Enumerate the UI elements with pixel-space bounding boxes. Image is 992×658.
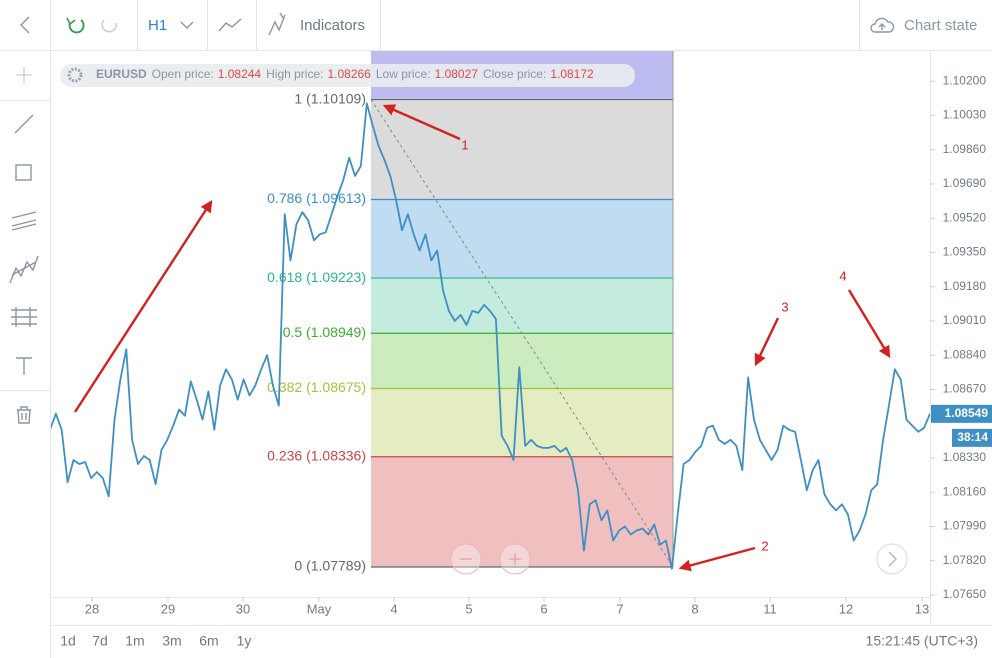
fib-trendline bbox=[370, 99, 674, 568]
timeframe-dropdown[interactable] bbox=[180, 21, 194, 29]
fib-label: 0.786 (1.09613) bbox=[267, 190, 366, 206]
chart-state-button[interactable]: Chart state bbox=[904, 17, 977, 34]
range-button[interactable]: 1y bbox=[237, 633, 252, 649]
x-tick-label: 7 bbox=[616, 601, 623, 616]
y-tick-label: 1.09350 bbox=[943, 245, 987, 259]
info-bar bbox=[60, 64, 635, 87]
field-value: 1.08027 bbox=[435, 67, 479, 81]
y-tick-label: 1.10200 bbox=[943, 73, 987, 87]
x-tick-label: 4 bbox=[390, 601, 397, 616]
crosshair-tool[interactable] bbox=[16, 67, 32, 83]
x-tick-label: 30 bbox=[236, 601, 250, 616]
annotation-arrow bbox=[847, 289, 891, 359]
y-tick-label: 1.07820 bbox=[943, 553, 987, 567]
field-value: 1.08266 bbox=[327, 67, 371, 81]
field-label: Low price: bbox=[376, 67, 431, 81]
text-tool[interactable] bbox=[16, 357, 32, 375]
x-tick-label: 8 bbox=[691, 601, 698, 616]
x-tick-label: 5 bbox=[465, 601, 472, 616]
x-tick-label: May bbox=[307, 601, 332, 616]
symbol: EURUSD bbox=[96, 67, 147, 81]
range-button[interactable]: 1d bbox=[60, 633, 76, 649]
indicators-icon bbox=[268, 12, 286, 36]
x-tick-label: 13 bbox=[915, 601, 929, 616]
fib-label: 1 (1.10109) bbox=[294, 90, 366, 106]
field-label: High price: bbox=[266, 67, 323, 81]
fib-label: 0.5 (1.08949) bbox=[283, 324, 366, 340]
timer-badge bbox=[952, 428, 992, 447]
y-tick-label: 1.07990 bbox=[943, 519, 987, 533]
left-toolbar bbox=[0, 51, 50, 658]
y-tick-label: 1.08330 bbox=[943, 450, 987, 464]
timeframe[interactable]: H1 bbox=[148, 17, 167, 34]
x-tick-label: 29 bbox=[161, 601, 175, 616]
scroll-right-button[interactable] bbox=[876, 543, 908, 575]
last-price-badge bbox=[931, 404, 992, 423]
fib-band bbox=[371, 278, 673, 334]
y-tick-label: 1.09180 bbox=[943, 279, 987, 293]
range-button[interactable]: 1m bbox=[125, 633, 144, 649]
x-tick-label: 12 bbox=[839, 601, 853, 616]
y-tick-label: 1.10030 bbox=[943, 108, 987, 122]
fibonacci-tool[interactable] bbox=[11, 307, 37, 327]
fib-band bbox=[371, 99, 673, 200]
y-tick-label: 1.09010 bbox=[943, 313, 987, 327]
annotation-arrow bbox=[678, 546, 756, 572]
fib-band bbox=[371, 199, 673, 279]
scroll-right-icon bbox=[888, 551, 898, 567]
x-tick-label: 28 bbox=[85, 601, 99, 616]
top-toolbar bbox=[0, 0, 992, 50]
price-line bbox=[49, 102, 931, 570]
field-value: 1.08244 bbox=[218, 67, 262, 81]
indicators-button[interactable]: Indicators bbox=[300, 17, 365, 34]
clock: 15:21:45 (UTC+3) bbox=[866, 633, 978, 649]
timer: 38:14 bbox=[957, 430, 988, 444]
annotation-label: 3 bbox=[781, 299, 788, 314]
cloud-icon bbox=[870, 17, 895, 33]
fib-label: 0.236 (1.08336) bbox=[267, 447, 366, 463]
y-tick-label: 1.07650 bbox=[943, 587, 987, 601]
line-tool[interactable] bbox=[14, 114, 34, 134]
fib-band bbox=[371, 333, 673, 389]
annotation-label: 1 bbox=[461, 137, 468, 152]
fib-label: 0 (1.07789) bbox=[294, 558, 366, 574]
fib-band bbox=[371, 456, 673, 567]
pattern-tool[interactable] bbox=[9, 255, 39, 284]
field-label: Close price: bbox=[483, 67, 546, 81]
field-label: Open price: bbox=[152, 67, 214, 81]
channel-tool[interactable] bbox=[11, 211, 37, 231]
y-tick-label: 1.08840 bbox=[943, 347, 987, 361]
range-button[interactable]: 3m bbox=[162, 633, 181, 649]
range-button[interactable]: 6m bbox=[199, 633, 218, 649]
last-price-label: 1.08549 bbox=[945, 406, 989, 420]
y-tick-label: 1.09520 bbox=[943, 210, 987, 224]
x-tick-label: 6 bbox=[540, 601, 547, 616]
annotation-arrow bbox=[73, 199, 213, 413]
fib-label: 0.382 (1.08675) bbox=[267, 379, 366, 395]
annotation-arrow bbox=[382, 104, 461, 141]
x-tick-label: 11 bbox=[763, 601, 777, 616]
range-button[interactable]: 7d bbox=[92, 633, 108, 649]
annotation-label: 4 bbox=[839, 268, 846, 283]
chart-layer: 1 (1.10109) 0.786 (1.09613) 0.618 (1.09223… bbox=[49, 51, 931, 574]
redo-button[interactable] bbox=[101, 19, 117, 33]
y-tick-label: 1.09860 bbox=[943, 142, 987, 156]
zoom-icon bbox=[509, 553, 521, 565]
undo-button[interactable] bbox=[68, 19, 85, 34]
y-tick-label: 1.08160 bbox=[943, 484, 987, 498]
fib-label: 0.618 (1.09223) bbox=[267, 269, 366, 285]
delete-tool[interactable] bbox=[17, 406, 31, 424]
back-button[interactable] bbox=[20, 16, 30, 34]
annotation-label: 2 bbox=[761, 538, 768, 553]
y-tick-label: 1.09690 bbox=[943, 176, 987, 190]
annotation-arrow bbox=[754, 317, 780, 367]
field-value: 1.08172 bbox=[550, 67, 594, 81]
settings-icon[interactable] bbox=[67, 67, 83, 83]
y-tick-label: 1.08670 bbox=[943, 382, 987, 396]
rectangle-tool[interactable] bbox=[15, 164, 32, 181]
chart-type-button[interactable] bbox=[218, 18, 242, 32]
